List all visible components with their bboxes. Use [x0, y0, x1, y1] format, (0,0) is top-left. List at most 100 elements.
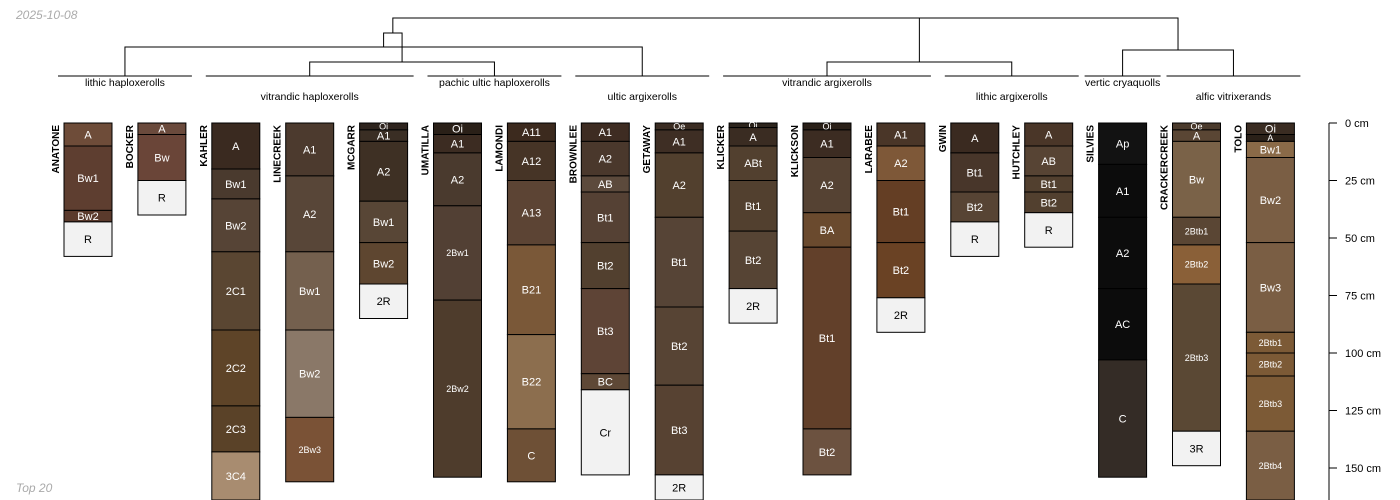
horizon-label: Oi	[749, 121, 758, 131]
profile-anatone: A Bw1 Bw2 R ANATONE	[51, 122, 113, 257]
horizon-label: Bt2	[671, 341, 688, 353]
horizon-label: A2	[1116, 248, 1129, 260]
horizon-label: A	[1045, 129, 1053, 141]
profile-name: UMATILLA	[421, 125, 432, 175]
horizon-label: A	[84, 129, 92, 141]
horizon-label: A13	[522, 208, 542, 220]
horizon-ap	[1098, 122, 1148, 165]
profile-name: LINECREEK	[273, 124, 284, 183]
taxonomy-groups: lithic haploxerolls vitrandic haploxeroll…	[58, 75, 1301, 103]
horizon-label: A	[971, 133, 979, 145]
horizon-bw2	[359, 242, 409, 285]
profile-name: GWIN	[938, 125, 949, 152]
horizon-label: Bw3	[1260, 282, 1281, 294]
axis-tick-label: 75 cm	[1345, 291, 1375, 303]
horizon-a1	[1098, 163, 1148, 218]
profile-name: KLICKSON	[790, 125, 801, 177]
horizon-label: 2Btb4	[1259, 461, 1283, 471]
horizon-2c3	[211, 405, 261, 453]
horizon-a2	[876, 145, 926, 181]
axis-tick-label: 150 cm	[1345, 463, 1381, 475]
horizon-label: Bw2	[299, 369, 320, 381]
horizon-label: 2Bw3	[298, 445, 321, 455]
horizon-a2	[433, 152, 482, 207]
horizon-a	[211, 122, 261, 170]
horizon-label: A1	[672, 136, 685, 148]
tree-link	[826, 61, 1013, 76]
horizon-label: Bt2	[893, 265, 910, 277]
horizon-label: BC	[598, 377, 613, 389]
horizon-label: Ap	[1116, 139, 1129, 151]
profile-getaway: Oe A1 A2 Bt1 Bt2 Bt3 2R GETAWAY	[642, 122, 704, 500]
horizon-2r	[359, 283, 409, 319]
horizon-label: 3R	[1189, 443, 1203, 455]
horizon-bt2	[802, 428, 852, 476]
horizon-label: Bt2	[967, 202, 984, 214]
horizon-label: 2Btb2	[1185, 260, 1209, 270]
horizon-2btb2	[1172, 244, 1221, 285]
horizon-label: A2	[451, 174, 464, 186]
horizon-label: 2Bw1	[446, 248, 469, 258]
profile-name: LARABEE	[864, 125, 875, 174]
horizon-r	[950, 221, 1000, 257]
horizon-c	[506, 428, 556, 483]
horizon-a12	[506, 140, 556, 181]
horizon-label: Bt2	[597, 261, 614, 273]
profile-name: ANATONE	[51, 125, 62, 174]
profile-name: HUTCHLEY	[1012, 125, 1023, 180]
horizon-3c4	[211, 451, 261, 500]
horizon-bt1	[728, 180, 778, 232]
horizon-ab	[1024, 145, 1074, 177]
horizon-label: B21	[522, 285, 542, 297]
horizon-label: Bw	[154, 152, 169, 164]
horizon-label: Bw2	[77, 211, 98, 223]
horizon-label: Bw2	[373, 258, 394, 270]
horizon-label: R	[158, 193, 166, 205]
horizon-label: A2	[303, 209, 316, 221]
horizon-label: Bw1	[77, 173, 98, 185]
depth-axis: 0 cm 25 cm 50 cm 75 cm 100 cm 125 cm 150 cm	[1328, 118, 1381, 500]
horizon-label: 2C2	[226, 363, 246, 375]
horizon-label: Bt1	[597, 212, 614, 224]
horizon-a2	[285, 175, 335, 253]
horizon-a13	[506, 180, 556, 246]
horizon-label: A2	[377, 166, 390, 178]
horizon-bw1	[285, 251, 335, 331]
horizon-bt1	[950, 152, 1000, 193]
horizon-label: A2	[820, 180, 833, 192]
horizon-2btb3	[1172, 283, 1221, 432]
horizon-bt2	[728, 230, 778, 290]
profile-larabee: A1 A2 Bt1 Bt2 2R LARABEE	[864, 122, 926, 333]
horizon-label: Bt1	[1040, 179, 1057, 191]
horizon-abt	[728, 145, 778, 181]
horizon-label: Oi	[452, 124, 463, 136]
profile-hutchley: A AB Bt1 Bt2 R HUTCHLEY	[1012, 122, 1074, 248]
horizon-2c1	[211, 251, 261, 331]
horizon-label: 2Btb3	[1259, 399, 1283, 409]
group-label: lithic haploxerolls	[85, 77, 165, 89]
horizon-r	[1024, 212, 1074, 248]
profile-name: BOCKER	[125, 124, 136, 168]
horizon-label: 2R	[377, 296, 391, 308]
horizon-label: Oe	[1190, 122, 1202, 132]
horizon-bw	[137, 134, 187, 181]
group-label: lithic argixerolls	[976, 91, 1048, 103]
horizon-label: A2	[599, 154, 612, 166]
horizon-label: 2R	[672, 482, 686, 494]
horizon-label: 3C4	[226, 471, 246, 483]
horizon-label: A1	[377, 131, 390, 143]
horizon-bt1	[580, 191, 630, 244]
horizon-label: C	[1119, 414, 1127, 426]
profile-umatilla: Oi A1 A2 2Bw1 2Bw2 UMATILLA	[421, 122, 482, 478]
horizon-2r	[876, 297, 926, 333]
horizon-label: A12	[522, 156, 542, 168]
group-label: vitrandic haploxerolls	[261, 91, 359, 103]
horizon-label: A2	[672, 180, 685, 192]
horizon-label: Oi	[823, 122, 832, 132]
horizon-ac	[1098, 288, 1148, 361]
horizon-label: Oe	[673, 122, 685, 132]
horizon-label: A2	[894, 158, 907, 170]
horizon-label: Bt1	[893, 207, 910, 219]
horizon-label: R	[1045, 225, 1053, 237]
